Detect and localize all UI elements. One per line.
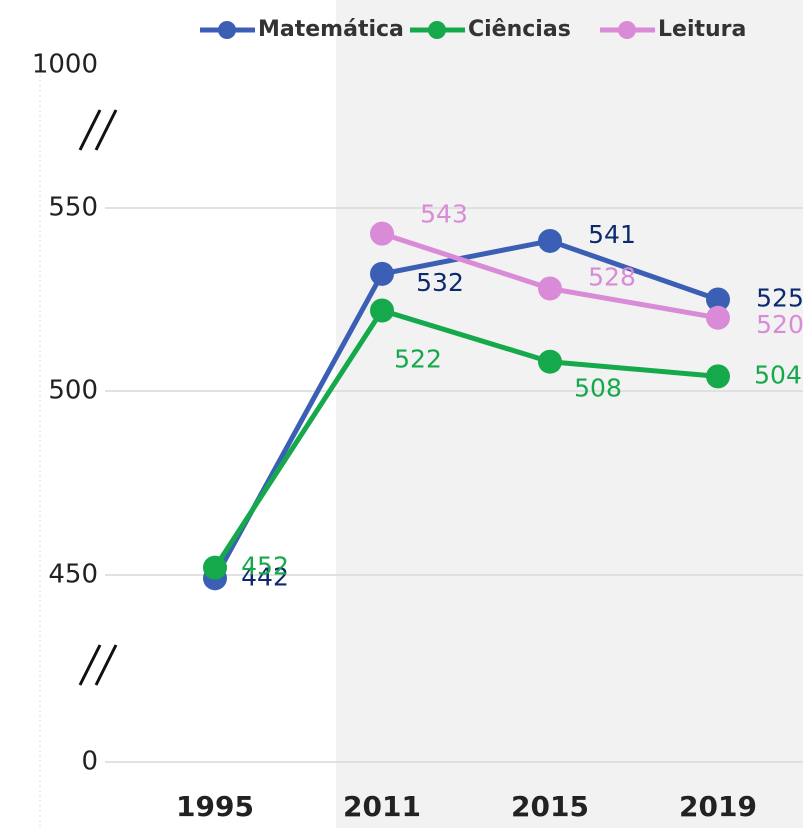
data-label: 525 (756, 284, 803, 313)
legend-dot (618, 21, 636, 39)
break-mark (94, 644, 118, 686)
x-tick-label: 2019 (679, 790, 757, 823)
legend-label: Leitura (658, 17, 746, 42)
legend-label: Matemática (258, 17, 404, 42)
axis-breaks (78, 109, 118, 686)
point (706, 364, 730, 389)
legend-dot (218, 21, 236, 39)
break-mark (78, 109, 102, 151)
x-tick-label: 1995 (176, 790, 254, 823)
data-label: 543 (420, 200, 468, 229)
point (538, 349, 562, 374)
point (538, 276, 562, 301)
y-tick-label: 450 (48, 560, 98, 590)
series-line (212, 307, 719, 570)
data-label: 452 (241, 552, 289, 581)
y-tick-label: 1000 (32, 50, 98, 80)
legend-label: Ciências (468, 17, 571, 42)
point (538, 228, 562, 253)
x-tick-label: 2015 (511, 790, 589, 823)
data-label: 541 (588, 220, 636, 249)
point (370, 261, 394, 286)
data-label: 528 (588, 263, 636, 292)
point (706, 305, 730, 330)
y-tick-label: 550 (48, 193, 98, 223)
y-tick-label: 500 (48, 376, 98, 406)
legend-dot (428, 21, 446, 39)
data-label: 532 (416, 268, 464, 297)
data-label: 520 (756, 310, 803, 339)
series-line (212, 238, 719, 580)
x-tick-label: 2011 (343, 790, 421, 823)
data-label: 442 (241, 562, 289, 591)
shaded-period (336, 0, 803, 828)
point (370, 298, 394, 323)
data-label: 504 (754, 360, 802, 389)
y-tick-label: 0 (81, 747, 98, 777)
point (203, 555, 227, 580)
point (706, 287, 730, 312)
data-label: 508 (574, 374, 622, 403)
break-mark (78, 644, 102, 686)
point (370, 221, 394, 246)
break-mark (94, 109, 118, 151)
data-label: 522 (394, 344, 442, 373)
